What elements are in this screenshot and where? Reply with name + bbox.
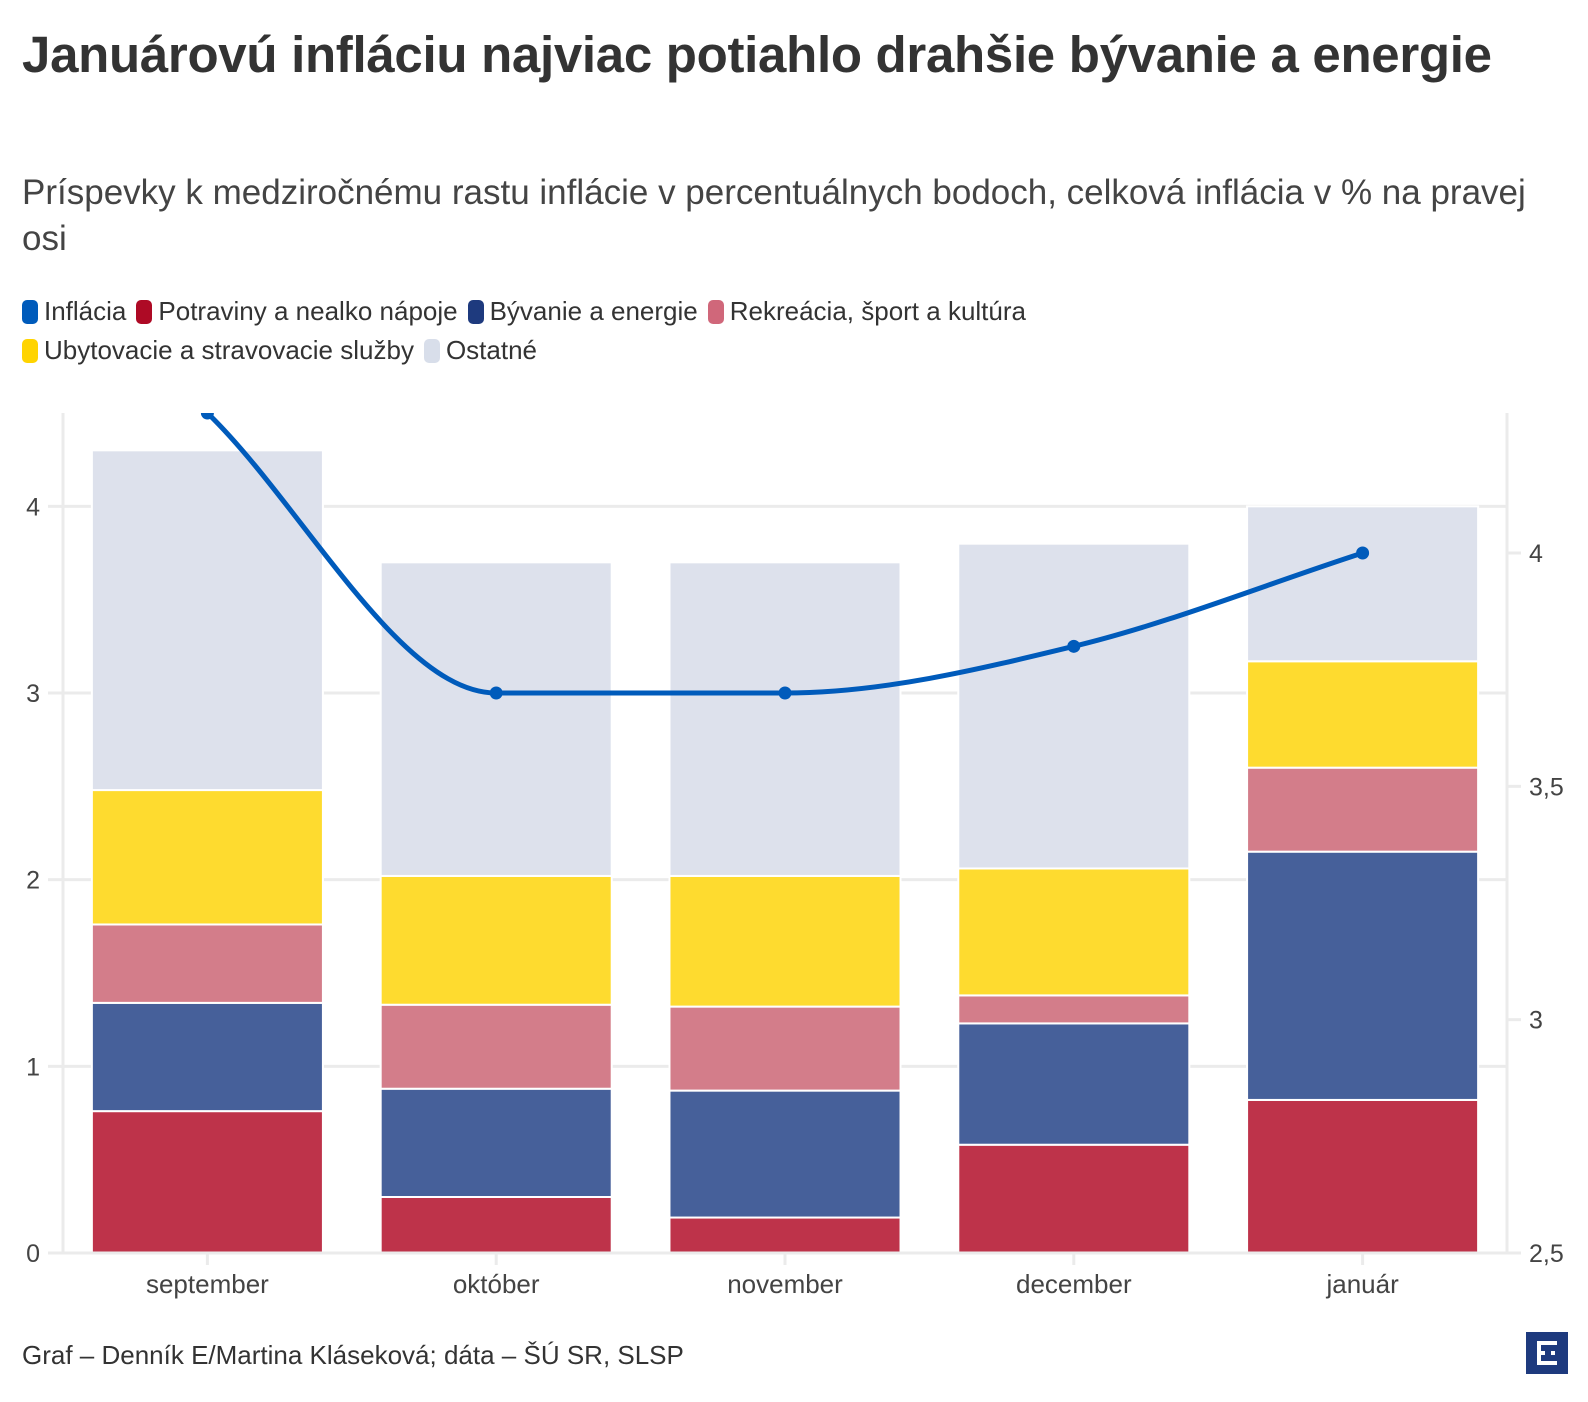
inflation-point (1356, 546, 1370, 560)
bar-segment-potraviny-a-nealko-n-poje (957, 1143, 1191, 1255)
x-tick-label: december (1016, 1269, 1132, 1299)
legend-label: Rekreácia, šport a kultúra (729, 296, 1026, 326)
bar-segment-ostatn- (379, 561, 613, 877)
bar-segment-potraviny-a-nealko-n-poje (379, 1196, 613, 1254)
legend-swatch-icon (467, 299, 484, 324)
bar-segment-b-vanie-a-energie (90, 1001, 324, 1113)
x-tick-label: október (453, 1269, 540, 1299)
right-tick-label: 3,5 (1529, 773, 1564, 801)
inflation-point (489, 686, 503, 700)
inflation-point (778, 686, 792, 700)
bar-segment-potraviny-a-nealko-n-poje (1246, 1098, 1480, 1255)
legend-row: Ubytovacie a stravovacie služby Ostatné (22, 331, 1562, 370)
bar-segment-ubytovacie-a-stravovacie-slu-by (957, 867, 1191, 997)
bar-segment-b-vanie-a-energie (1246, 850, 1480, 1101)
right-tick-label: 3 (1529, 1007, 1543, 1035)
legend-label: Ostatné (445, 335, 538, 365)
left-tick-label: 2 (26, 867, 40, 895)
legend-item-ostatne[interactable]: Ostatné (423, 335, 538, 366)
legend-item-byvanie[interactable]: Bývanie a energie (467, 296, 698, 327)
inflation-line-layer (200, 413, 1370, 700)
bar-segment-ostatn- (1246, 505, 1480, 663)
chart-plot: 0 1 2 3 4 2,5 3 3,5 4 september október november dec… (26, 413, 1564, 1299)
legend-swatch-icon (22, 338, 38, 363)
right-tick-label: 2,5 (1529, 1240, 1564, 1268)
legend-row: Inflácia Potraviny a nealko nápoje Bývan… (22, 292, 1562, 331)
legend-swatch-icon (22, 299, 38, 324)
dennik-e-logo-icon[interactable] (1526, 1332, 1568, 1374)
legend-item-ubytovacie[interactable]: Ubytovacie a stravovacie služby (22, 335, 414, 366)
legend-label: Ubytovacie a stravovacie služby (44, 335, 414, 365)
legend-item-potraviny[interactable]: Potraviny a nealko nápoje (136, 296, 458, 327)
legend-item-rekreacia[interactable]: Rekreácia, šport a kultúra (707, 296, 1026, 327)
bar-segment-ubytovacie-a-stravovacie-slu-by (668, 874, 902, 1008)
bar-segment-potraviny-a-nealko-n-poje (668, 1216, 902, 1254)
legend-swatch-icon (423, 338, 440, 363)
left-tick-label: 0 (26, 1240, 40, 1268)
bar-segment-rekre-cia-port-a-kult-ra (1246, 766, 1480, 853)
bars (90, 449, 1480, 1255)
bar-segment-potraviny-a-nealko-n-poje (90, 1110, 324, 1255)
source-credit: Graf – Denník E/Martina Kláseková; dáta … (22, 1340, 684, 1370)
legend-label: Bývanie a energie (489, 296, 698, 326)
legend-label: Potraviny a nealko nápoje (158, 296, 458, 326)
bar-segment-b-vanie-a-energie (957, 1022, 1191, 1146)
axes (48, 413, 1521, 1265)
axis-labels: 0 1 2 3 4 2,5 3 3,5 4 september október november dec… (26, 493, 1564, 1299)
inflation-line-group (200, 413, 1370, 700)
inflation-point (1067, 639, 1081, 653)
bar-segment-rekre-cia-port-a-kult-ra (668, 1005, 902, 1092)
legend-swatch-icon (136, 299, 153, 324)
bar-segment-ostatn- (668, 561, 902, 877)
x-tick-label: november (727, 1269, 843, 1299)
bar-segment-rekre-cia-port-a-kult-ra (379, 1003, 613, 1090)
right-tick-label: 4 (1529, 540, 1543, 568)
bar-segment-rekre-cia-port-a-kult-ra (957, 994, 1191, 1025)
bar-segment-b-vanie-a-energie (379, 1087, 613, 1199)
legend: Inflácia Potraviny a nealko nápoje Bývan… (22, 292, 1562, 370)
legend-swatch-icon (707, 299, 724, 324)
x-tick-label: január (1325, 1269, 1399, 1299)
bar-segment-ostatn- (90, 449, 324, 792)
bar-segment-rekre-cia-port-a-kult-ra (90, 923, 324, 1004)
x-tick-label: september (146, 1269, 269, 1299)
bar-segment-ostatn- (957, 542, 1191, 870)
inflation-point (200, 413, 214, 420)
bar-segment-ubytovacie-a-stravovacie-slu-by (1246, 660, 1480, 769)
legend-label: Inflácia (44, 296, 127, 326)
chart-subtitle: Príspevky k medziročnému rastu inflácie … (22, 173, 1526, 258)
left-tick-label: 1 (26, 1053, 40, 1081)
chart-title: Januárovú infláciu najviac potiahlo drah… (22, 26, 1492, 83)
left-tick-label: 3 (26, 680, 40, 708)
legend-item-inflacia[interactable]: Inflácia (22, 296, 126, 327)
bar-segment-b-vanie-a-energie (668, 1089, 902, 1219)
left-tick-label: 4 (26, 493, 40, 521)
bar-segment-ubytovacie-a-stravovacie-slu-by (90, 789, 324, 926)
bar-segment-ubytovacie-a-stravovacie-slu-by (379, 874, 613, 1006)
